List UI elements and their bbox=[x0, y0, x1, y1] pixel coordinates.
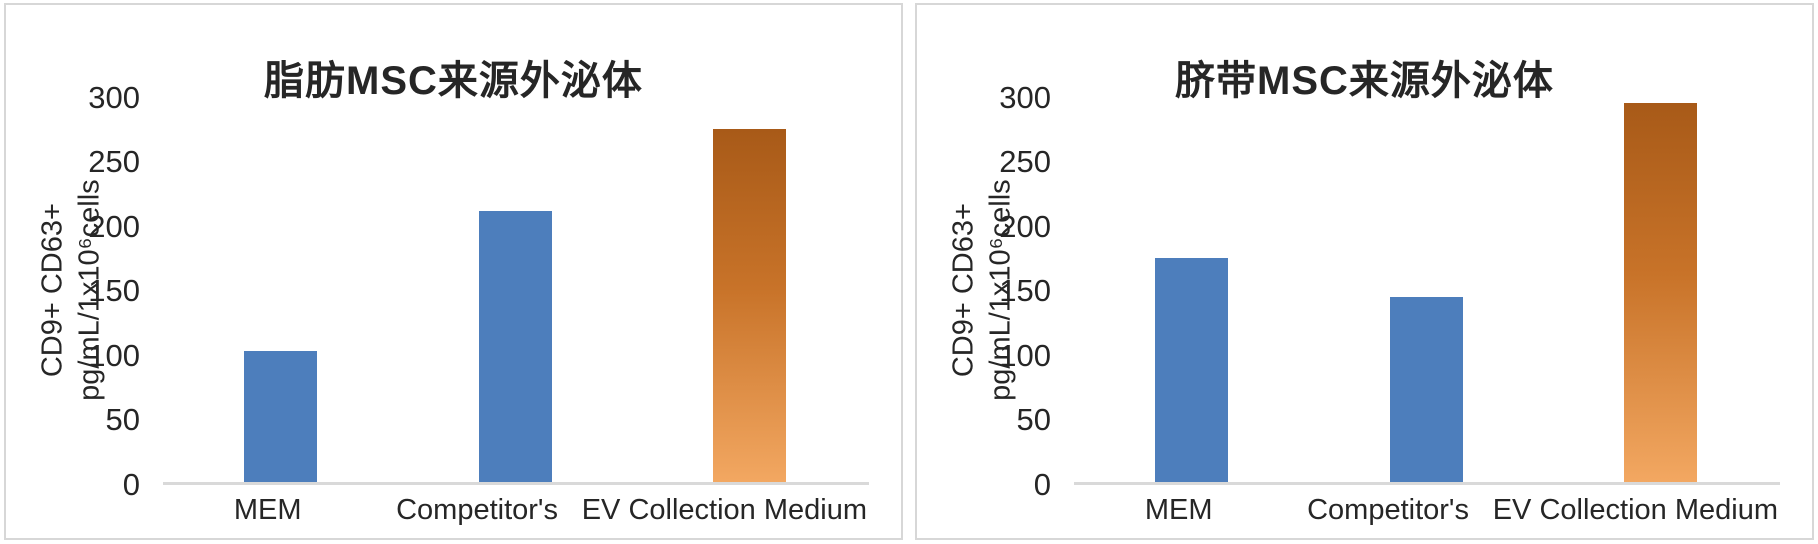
y-tick-label: 0 bbox=[122, 466, 140, 502]
bar-competitor-s bbox=[1389, 296, 1463, 484]
x-category-label: MEM bbox=[233, 494, 302, 526]
x-category-label: Competitor's bbox=[396, 494, 558, 526]
bar-ev-collection-medium bbox=[713, 129, 787, 484]
chart-title: 脂肪MSC来源外泌体 bbox=[264, 59, 643, 104]
x-category-label: MEM bbox=[1144, 494, 1213, 526]
y-tick-label: 100 bbox=[999, 337, 1051, 373]
x-category-labels: MEM Competitor's EV Collection Medium bbox=[1074, 494, 1778, 526]
y-tick-label: 300 bbox=[88, 79, 140, 115]
chart-panel-adipose-msc: 脂肪MSC来源外泌体 CD9+ CD63+ pg/mL/1x10⁶cells 0… bbox=[4, 3, 903, 540]
bar-mem bbox=[1154, 258, 1228, 484]
y-tick-label: 150 bbox=[999, 273, 1051, 308]
bar-ev-collection-medium bbox=[1624, 103, 1698, 484]
x-category-label: EV Collection Medium bbox=[581, 494, 868, 526]
y-tick-label: 100 bbox=[88, 337, 140, 373]
bar-competitor-s bbox=[478, 210, 552, 484]
y-tick-label: 150 bbox=[88, 273, 140, 308]
y-tick-label: 200 bbox=[999, 208, 1051, 244]
chart-title: 脐带MSC来源外泌体 bbox=[1175, 59, 1554, 104]
y-tick-label: 50 bbox=[1016, 402, 1051, 437]
x-axis-line bbox=[1074, 482, 1780, 485]
y-tick-label: 50 bbox=[105, 402, 140, 437]
plot-area bbox=[1074, 97, 1778, 484]
y-tick-label: 0 bbox=[1033, 466, 1051, 502]
chart-panel-umbilical-msc: 脐带MSC来源外泌体 CD9+ CD63+ pg/mL/1x10⁶cells 0… bbox=[915, 3, 1814, 540]
y-tick-label: 250 bbox=[999, 144, 1051, 179]
x-category-label: EV Collection Medium bbox=[1492, 494, 1779, 526]
y-tick-label: 300 bbox=[999, 79, 1051, 115]
y-tick-label: 200 bbox=[88, 208, 140, 244]
x-category-label: Competitor's bbox=[1307, 494, 1469, 526]
x-axis-line bbox=[163, 482, 869, 485]
x-category-labels: MEM Competitor's EV Collection Medium bbox=[163, 494, 867, 526]
bar-mem bbox=[243, 351, 317, 484]
y-tick-label: 250 bbox=[88, 144, 140, 179]
plot-area bbox=[163, 97, 867, 484]
